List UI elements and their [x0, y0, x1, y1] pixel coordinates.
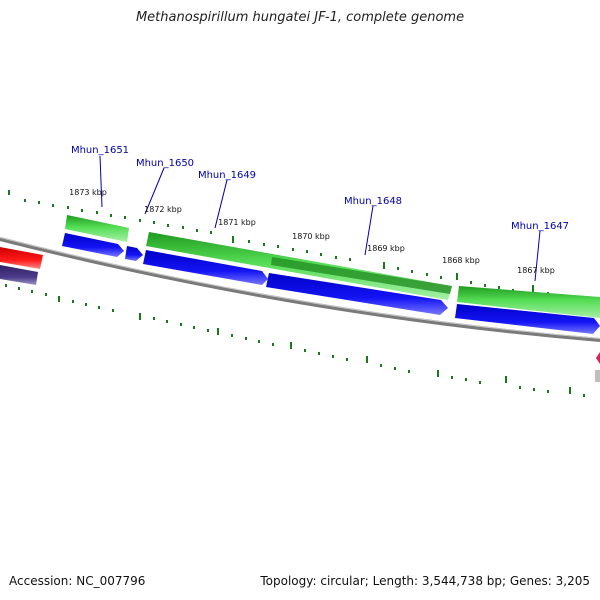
cds-arrow-mhun-1651[interactable] [62, 233, 124, 257]
gene-label-mhun-1648[interactable]: Mhun_1648 [344, 196, 402, 207]
cds-arrow-mhun-1648[interactable] [266, 273, 448, 315]
tick-label-1867: 1867 kbp [517, 266, 555, 275]
tick-label-1871: 1871 kbp [218, 218, 256, 227]
purple-feature[interactable] [0, 265, 38, 285]
gene-label-mhun-1649[interactable]: Mhun_1649 [198, 170, 256, 181]
genome-title: Methanospirillum hungatei JF-1, complete… [135, 10, 465, 25]
red-feature[interactable] [0, 247, 43, 269]
tick-label-1868: 1868 kbp [442, 256, 480, 265]
gray-feature[interactable] [595, 370, 600, 382]
gene-label-mhun-1650[interactable]: Mhun_1650 [136, 158, 194, 169]
gene-label-mhun-1651[interactable]: Mhun_1651 [71, 145, 129, 156]
accession-label: Accession: NC_007796 [9, 574, 146, 588]
inner-tick-ring [5, 284, 585, 397]
gene-label-mhun-1647[interactable]: Mhun_1647 [511, 221, 569, 232]
gene-bar-mhun-1647[interactable] [457, 286, 600, 318]
gene-bar-mhun-1651[interactable] [65, 215, 129, 242]
genome-backbone [0, 237, 600, 342]
genome-backbone-highlight [0, 237, 600, 339]
gene-bar-mhun-1648-dark[interactable] [271, 257, 452, 294]
cds-arrow-mhun-1649[interactable] [143, 250, 268, 285]
tick-label-1873: 1873 kbp [69, 188, 107, 197]
gene-label-leaders [99, 155, 541, 282]
cds-arrow-mhun-1650[interactable] [125, 246, 143, 261]
tick-label-1872: 1872 kbp [144, 205, 182, 214]
cds-arrow-mhun-1647[interactable] [455, 304, 600, 334]
tick-label-1870: 1870 kbp [292, 232, 330, 241]
genome-summary-label: Topology: circular; Length: 3,544,738 bp… [260, 574, 590, 588]
pink-feature[interactable] [596, 352, 600, 364]
tick-label-1869: 1869 kbp [367, 244, 405, 253]
